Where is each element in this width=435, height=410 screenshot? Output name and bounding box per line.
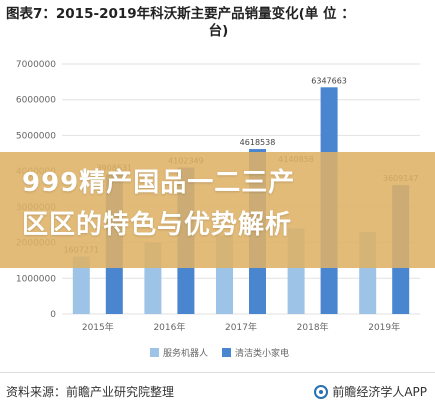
chart-title-cont: 台) [208, 23, 229, 39]
brand: 前瞻经济学人APP [314, 383, 427, 400]
y-tick-label: 1000000 [16, 274, 56, 284]
x-tick-label: 2017年 [225, 321, 257, 333]
legend-swatch [222, 348, 231, 357]
source-note: 资料来源：前瞻产业研究院整理 [6, 385, 175, 399]
y-tick-label: 0 [50, 310, 56, 320]
legend-label: 清洁类小家电 [235, 347, 289, 359]
x-tick-label: 2016年 [153, 321, 185, 333]
x-tick-label: 2015年 [82, 321, 114, 333]
data-label: 6347663 [311, 76, 347, 85]
legend-swatch [150, 348, 159, 357]
legend-label: 服务机器人 [163, 347, 208, 359]
x-tick-label: 2018年 [297, 321, 329, 333]
qianzhan-logo-icon [314, 384, 329, 399]
chart-title: 图表7：2015-2019年科沃斯主要产品销量变化(单 位 ： 台) [6, 6, 431, 40]
y-tick-label: 7000000 [16, 60, 56, 70]
banner-line-1: 999精产国品一二三产 [22, 168, 296, 198]
banner-line-2: 区区的特色与优势解析 [22, 210, 293, 240]
y-tick-label: 6000000 [16, 96, 56, 106]
bar [72, 256, 90, 314]
chart-title-main: 图表7：2015-2019年科沃斯主要产品销量变化(单 位 ： [6, 6, 355, 22]
data-label: 4618538 [240, 138, 276, 147]
y-tick-label: 5000000 [16, 131, 56, 141]
footer: 资料来源：前瞻产业研究院整理 前瞻经济学人APP [0, 372, 435, 410]
overlay-banner: 999精产国品一二三产 区区的特色与优势解析 [0, 152, 435, 268]
brand-name: 前瞻经济学人APP [332, 385, 427, 399]
x-tick-label: 2019年 [368, 321, 400, 333]
